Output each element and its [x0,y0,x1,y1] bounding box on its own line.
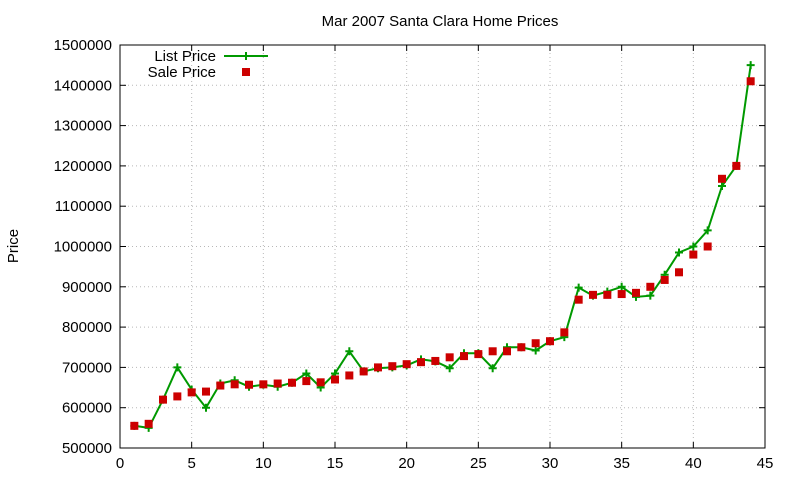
y-tick-label: 900000 [62,279,112,296]
x-tick-label: 10 [255,455,272,472]
sale-price-point [718,174,726,183]
list-price-point [646,291,655,300]
sale-price-point [130,421,139,430]
sale-price-point [359,367,368,376]
sale-price-point [589,290,597,299]
sale-price-point [216,381,225,390]
sale-price-point [273,379,282,388]
list-price-point [689,242,698,251]
sale-price-point [503,347,511,356]
y-tick-label: 700000 [62,359,112,376]
list-price-point [345,347,354,356]
sale-price-point [187,388,196,397]
x-tick-label: 30 [542,455,559,472]
x-tick-label: 20 [398,455,415,472]
sale-price-point [245,380,253,389]
sale-price-point [660,275,669,284]
sale-price-point [517,343,526,352]
y-tick-label: 1200000 [54,158,112,175]
list-price-point [488,364,497,373]
legend-label-sale-price: Sale Price [148,64,216,81]
legend-swatch-sale-price [242,68,250,76]
legend: List Price Sale Price [148,48,268,81]
sale-price-point [402,360,411,369]
x-tick-label: 40 [685,455,702,472]
sale-price-point [445,353,454,362]
x-tick-label: 35 [613,455,630,472]
sale-price-point [202,387,210,396]
list-price-point [746,61,755,70]
sale-price-point [388,362,397,371]
x-tick-label: 5 [187,455,195,472]
sale-price-point [374,363,382,372]
sale-price-point [531,339,540,348]
x-tick-label: 15 [327,455,344,472]
y-tick-label: 1000000 [54,239,112,256]
sale-price-point [632,288,640,297]
sale-price-point [488,347,497,356]
sale-price-point [345,371,354,380]
sale-price-point [617,290,626,299]
list-price-point [173,363,182,372]
sale-price-point [560,328,569,337]
chart-title: Mar 2007 Santa Clara Home Prices [322,13,559,30]
sale-price-point [431,356,440,365]
sale-price-point [474,350,483,359]
list-price-point [531,346,540,355]
legend-marker-list-price [242,52,250,60]
list-price-point [675,248,683,257]
y-tick-label: 1500000 [54,37,112,54]
y-axis-label: Price [5,229,22,263]
y-tick-label: 600000 [62,400,112,417]
list-price-point [302,369,311,378]
plot-frame [119,44,766,449]
x-tick-label: 25 [470,455,487,472]
series [130,61,755,432]
legend-swatch-list-price [224,52,268,60]
sale-price-point [230,380,239,389]
x-tick-label: 0 [116,455,124,472]
sale-price-point [546,337,554,346]
list-price-point [718,182,726,191]
legend-marker-sale-price [242,68,250,76]
sale-price-point [689,250,698,259]
list-price-point [703,226,712,235]
sale-price-point [159,395,167,404]
sale-price-point [603,290,612,299]
x-tick-label: 45 [757,455,774,472]
axes: 500000 600000 700000 800000 900000 1000000 110… [54,37,774,472]
list-price-point [617,282,626,291]
y-tick-label: 1400000 [54,77,112,94]
sale-price-point [316,378,325,387]
y-tick-label: 1100000 [55,198,112,215]
sale-price-point [288,378,296,387]
sale-price-point [259,380,268,389]
sale-price-point [675,268,683,277]
sale-price-point [574,295,583,304]
sale-price-point [144,419,153,428]
y-tick-label: 1300000 [54,118,112,135]
legend-label-list-price: List Price [154,48,216,65]
sale-price-point [173,392,182,401]
sale-price-point [746,77,755,86]
sale-price-point [703,242,712,251]
sale-price-point [417,358,425,367]
y-tick-label: 500000 [62,440,112,457]
list-price-point [574,283,583,292]
list-price-point [202,403,210,412]
sale-price-point [732,161,741,170]
sale-price-point [331,375,339,384]
sale-price-point [646,282,655,291]
sale-price-point [460,352,468,361]
list-price-point [445,364,454,373]
sale-price-point [302,377,311,386]
list-price-line [134,65,752,429]
y-tick-label: 800000 [62,319,112,336]
